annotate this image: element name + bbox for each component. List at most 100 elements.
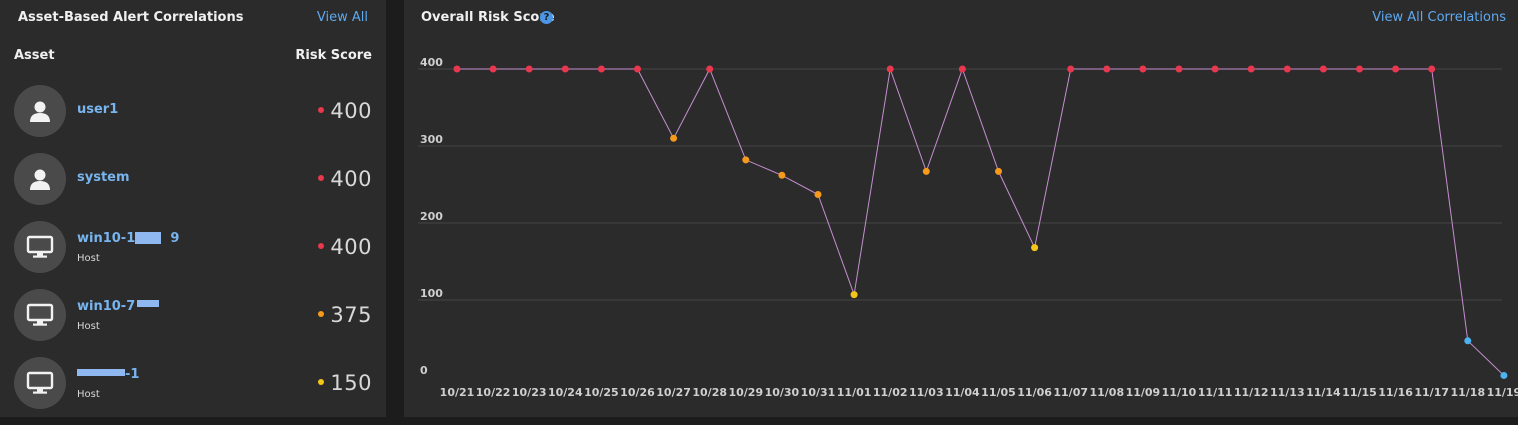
redaction-mark xyxy=(135,232,161,244)
x-tick-label: 11/09 xyxy=(1126,386,1161,399)
data-point xyxy=(958,65,966,73)
redaction-mark xyxy=(77,369,125,376)
y-tick-label: 300 xyxy=(420,133,443,146)
x-tick-label: 11/17 xyxy=(1414,386,1449,399)
asset-row[interactable]: win10-7 Host 375 xyxy=(0,289,386,357)
asset-risk-score: 400 xyxy=(318,167,372,191)
data-point xyxy=(525,65,533,73)
asset-panel-title: Asset-Based Alert Correlations xyxy=(18,10,244,25)
data-point xyxy=(1247,65,1255,73)
data-point xyxy=(561,65,569,73)
view-all-correlations-link[interactable]: View All Correlations xyxy=(1372,10,1506,25)
severity-dot xyxy=(318,379,325,385)
data-point xyxy=(886,65,894,73)
severity-dot xyxy=(318,311,325,317)
asset-name-link[interactable]: win10-7 xyxy=(77,299,136,314)
x-tick-label: 11/04 xyxy=(945,386,980,399)
x-tick-label: 10/30 xyxy=(765,386,800,399)
user-icon xyxy=(14,153,66,205)
x-tick-label: 10/23 xyxy=(512,386,547,399)
data-point xyxy=(1175,65,1183,73)
x-tick-label: 10/27 xyxy=(656,386,691,399)
data-point xyxy=(995,167,1002,175)
data-point xyxy=(634,65,641,73)
asset-row[interactable]: win10-13 9 Host 400 xyxy=(0,221,386,289)
monitor-icon xyxy=(14,221,66,273)
asset-row[interactable]: -1 Host 150 xyxy=(0,357,386,425)
asset-column-header: Asset xyxy=(14,48,55,63)
data-point xyxy=(1319,65,1327,73)
x-tick-label: 10/26 xyxy=(620,386,655,399)
view-all-link[interactable]: View All xyxy=(316,10,368,25)
risk-panel-title: Overall Risk Score xyxy=(421,10,555,25)
asset-risk-score: 150 xyxy=(318,371,372,395)
redaction-mark xyxy=(137,300,159,307)
data-point xyxy=(814,191,822,199)
x-tick-label: 10/25 xyxy=(584,386,619,399)
asset-name-link[interactable]: win10-13 9 xyxy=(77,231,180,246)
asset-risk-score: 375 xyxy=(318,303,372,327)
asset-type-label: Host xyxy=(77,253,100,264)
x-tick-label: 11/10 xyxy=(1162,386,1197,399)
asset-name-link[interactable]: user1 xyxy=(77,102,119,117)
asset-risk-score: 400 xyxy=(318,99,372,123)
x-tick-label: 11/05 xyxy=(981,386,1016,399)
data-point xyxy=(1283,65,1291,73)
y-tick-label: 100 xyxy=(420,287,443,300)
score-value: 375 xyxy=(330,303,372,327)
score-value: 400 xyxy=(330,167,372,191)
asset-type-label: Host xyxy=(77,321,100,332)
asset-row[interactable]: user1 400 xyxy=(0,85,386,153)
data-point xyxy=(1211,65,1219,73)
data-point xyxy=(1356,65,1363,73)
data-point xyxy=(1031,244,1039,252)
data-point xyxy=(1139,65,1147,73)
data-point xyxy=(1067,65,1075,73)
data-point xyxy=(1428,65,1436,73)
asset-name-link[interactable]: -1 xyxy=(125,367,140,382)
x-tick-label: 10/24 xyxy=(548,386,583,399)
user-icon xyxy=(14,85,66,137)
x-tick-label: 11/18 xyxy=(1450,386,1485,399)
x-tick-label: 11/15 xyxy=(1342,386,1377,399)
asset-row[interactable]: system 400 xyxy=(0,153,386,221)
x-tick-label: 10/22 xyxy=(476,386,511,399)
help-icon[interactable]: ? xyxy=(540,11,553,24)
data-point xyxy=(1464,337,1472,345)
severity-dot xyxy=(318,107,325,113)
risk-score-column-header: Risk Score xyxy=(295,48,372,63)
data-point xyxy=(706,65,714,73)
x-tick-label: 10/21 xyxy=(440,386,475,399)
x-tick-label: 11/08 xyxy=(1089,386,1124,399)
x-tick-label: 11/01 xyxy=(837,386,872,399)
score-value: 400 xyxy=(330,99,372,123)
data-point xyxy=(453,65,461,73)
x-tick-label: 11/19 xyxy=(1487,386,1518,399)
panel-divider xyxy=(386,0,404,417)
x-tick-label: 11/13 xyxy=(1270,386,1305,399)
x-tick-label: 11/03 xyxy=(909,386,944,399)
data-point xyxy=(597,65,605,73)
severity-dot xyxy=(318,243,325,249)
x-tick-label: 10/28 xyxy=(692,386,727,399)
y-tick-label: 400 xyxy=(420,56,443,69)
data-point xyxy=(670,134,678,142)
asset-risk-score: 400 xyxy=(318,235,372,259)
data-point xyxy=(489,65,497,73)
x-tick-label: 11/06 xyxy=(1017,386,1052,399)
x-tick-label: 11/02 xyxy=(873,386,908,399)
severity-dot xyxy=(318,175,325,181)
x-tick-label: 11/16 xyxy=(1378,386,1413,399)
x-tick-label: 11/14 xyxy=(1306,386,1341,399)
monitor-icon xyxy=(14,289,66,341)
x-tick-label: 10/31 xyxy=(801,386,836,399)
x-tick-label: 11/07 xyxy=(1053,386,1088,399)
data-point xyxy=(742,156,750,164)
asset-type-label: Host xyxy=(77,389,100,400)
data-point xyxy=(1500,371,1508,379)
risk-score-panel: Overall Risk Score ? View All Correlatio… xyxy=(404,0,1518,417)
data-point xyxy=(1392,65,1400,73)
asset-name-link[interactable]: system xyxy=(77,170,130,185)
monitor-icon xyxy=(14,357,66,409)
